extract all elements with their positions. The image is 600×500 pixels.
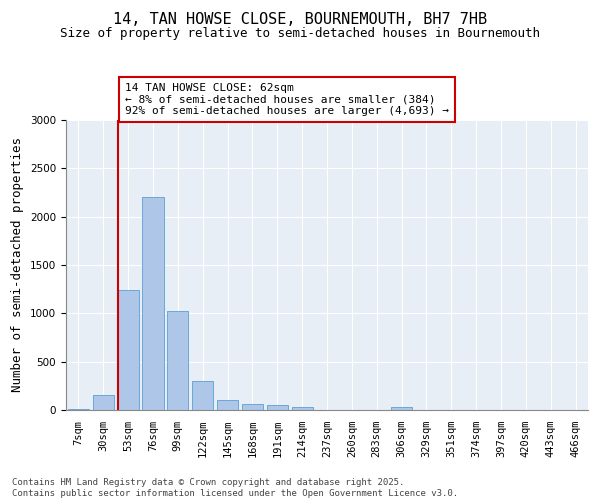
- Bar: [267, 405, 288, 410]
- Bar: [292, 407, 313, 410]
- Bar: [167, 312, 188, 410]
- Y-axis label: Number of semi-detached properties: Number of semi-detached properties: [11, 138, 25, 392]
- Bar: [192, 381, 213, 410]
- Bar: [217, 400, 238, 410]
- Bar: [242, 404, 263, 410]
- Bar: [391, 407, 412, 410]
- Bar: [118, 290, 139, 410]
- Text: Size of property relative to semi-detached houses in Bournemouth: Size of property relative to semi-detach…: [60, 28, 540, 40]
- Text: Contains HM Land Registry data © Crown copyright and database right 2025.
Contai: Contains HM Land Registry data © Crown c…: [12, 478, 458, 498]
- Bar: [93, 394, 114, 410]
- Bar: [68, 409, 89, 410]
- Text: 14, TAN HOWSE CLOSE, BOURNEMOUTH, BH7 7HB: 14, TAN HOWSE CLOSE, BOURNEMOUTH, BH7 7H…: [113, 12, 487, 28]
- Text: 14 TAN HOWSE CLOSE: 62sqm
← 8% of semi-detached houses are smaller (384)
92% of : 14 TAN HOWSE CLOSE: 62sqm ← 8% of semi-d…: [125, 83, 449, 116]
- Bar: [142, 198, 164, 410]
